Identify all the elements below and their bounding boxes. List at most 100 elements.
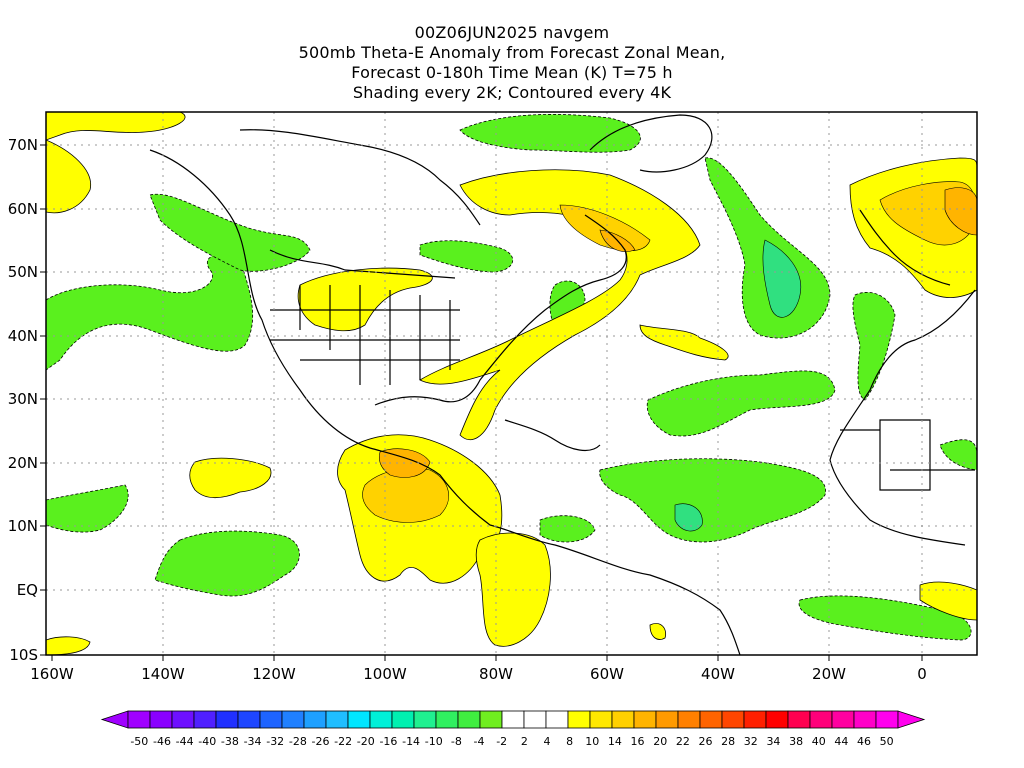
- anomaly-negative-region: [154, 530, 300, 597]
- colorbar-label: -10: [425, 735, 443, 748]
- x-axis-tick-label: 20W: [812, 665, 846, 683]
- colorbar-segment: [809, 710, 833, 729]
- coastline: [589, 114, 713, 173]
- colorbar-segment: [831, 710, 855, 729]
- colorbar-label: 46: [857, 735, 871, 748]
- anomaly-negative-region: [459, 114, 641, 153]
- colorbar-label: 34: [766, 735, 780, 748]
- anomaly-positive-region: [189, 457, 272, 499]
- coastline: [859, 209, 951, 286]
- colorbar-label: -46: [153, 735, 171, 748]
- colorbar-segment: [237, 710, 261, 729]
- anomaly-negative-region: [599, 458, 826, 543]
- anomaly-negative-region: [798, 595, 972, 641]
- anomaly-shading: [46, 112, 977, 655]
- y-axis-tick-label: 40N: [8, 327, 38, 345]
- colorbar-segment: [721, 710, 745, 729]
- x-axis-tick-label: 140W: [141, 665, 185, 683]
- colorbar-segment: [171, 710, 195, 729]
- colorbar-segment: [655, 710, 679, 729]
- colorbar-label: -50: [130, 735, 148, 748]
- colorbar-label: -38: [221, 735, 239, 748]
- x-axis-tick-label: 60W: [590, 665, 624, 683]
- colorbar-label: 26: [699, 735, 713, 748]
- plot-frame: [45, 111, 978, 656]
- colorbar-label: 14: [608, 735, 622, 748]
- colorbar-segment: [281, 710, 305, 729]
- x-axis-tick-label: 100W: [363, 665, 407, 683]
- anomaly-positive-region: [944, 187, 977, 236]
- y-axis-labels: 70N 60N 50N 40N 30N 20N 10N EQ 10S: [8, 136, 46, 664]
- colorbar-label: 50: [880, 735, 894, 748]
- coastline: [270, 285, 460, 385]
- colorbar-segment: [127, 710, 151, 729]
- anomaly-negative-region: [46, 484, 129, 533]
- colorbar-label: -22: [334, 735, 352, 748]
- colorbar-segment: [589, 710, 613, 729]
- colorbar-label: 32: [744, 735, 758, 748]
- coastline: [374, 214, 627, 406]
- colorbar-segment: [523, 710, 547, 729]
- colorbar-segment: [875, 710, 899, 729]
- colorbar-label: -40: [198, 735, 216, 748]
- y-axis-tick-label: 70N: [8, 136, 38, 154]
- anomaly-positive-region: [559, 204, 651, 252]
- colorbar-label: -26: [312, 735, 330, 748]
- colorbar-label: 2: [521, 735, 528, 748]
- colorbar-segment: [479, 710, 503, 729]
- colorbar-segment: [677, 710, 701, 729]
- anomaly-negative-region: [646, 370, 836, 437]
- colorbar-segment: [259, 710, 283, 729]
- colorbar-segment: [743, 710, 767, 729]
- y-axis-tick-label: 20N: [8, 454, 38, 472]
- grid-lines: [46, 112, 977, 655]
- x-axis-tick-label: 80W: [479, 665, 513, 683]
- anomaly-negative-region: [149, 193, 311, 272]
- colorbar-segment: [347, 710, 371, 729]
- y-axis-tick-label: 50N: [8, 263, 38, 281]
- colorbar-label: 38: [789, 735, 803, 748]
- colorbar-segment: [457, 710, 481, 729]
- coastline: [840, 419, 975, 491]
- anomaly-positive-region: [475, 532, 551, 647]
- colorbar-segment: [699, 710, 723, 729]
- coastline: [149, 149, 741, 655]
- anomaly-positive-region: [46, 112, 186, 141]
- colorbar-segment: [435, 710, 459, 729]
- colorbar-label: 8: [566, 735, 573, 748]
- colorbar-label: -32: [266, 735, 284, 748]
- x-axis-tick-label: 160W: [30, 665, 74, 683]
- colorbar-label: -14: [402, 735, 420, 748]
- colorbar-label: -8: [451, 735, 462, 748]
- coastline: [269, 249, 456, 279]
- colorbar-label: 10: [585, 735, 599, 748]
- coastlines: [149, 114, 976, 655]
- y-axis-tick-label: 10S: [9, 646, 38, 664]
- colorbar-label: -44: [176, 735, 194, 748]
- colorbar-segment: [303, 710, 327, 729]
- x-axis-tick-label: 40W: [701, 665, 735, 683]
- colorbar-segment: [391, 710, 415, 729]
- anomaly-positive-region: [649, 623, 667, 640]
- colorbar-label: 40: [812, 735, 826, 748]
- colorbar-right-arrow: [897, 710, 926, 729]
- x-axis-tick-label: 0: [917, 665, 927, 683]
- chart-title-line-1: 00Z06JUN2025 navgem: [414, 23, 610, 42]
- colorbar-label: -34: [244, 735, 262, 748]
- colorbar-label: 4: [543, 735, 550, 748]
- colorbar-label: 22: [676, 735, 690, 748]
- chart-title-line-2: 500mb Theta-E Anomaly from Forecast Zona…: [298, 43, 726, 62]
- colorbar-segment: [633, 710, 657, 729]
- colorbar-segment: [545, 710, 569, 729]
- coastline: [829, 289, 976, 546]
- colorbar-label: -20: [357, 735, 375, 748]
- colorbar-label: 28: [721, 735, 735, 748]
- anomaly-negative-region: [674, 503, 703, 532]
- anomaly-negative-region: [762, 239, 802, 318]
- colorbar-segment: [325, 710, 349, 729]
- colorbar-segment: [413, 710, 437, 729]
- coastline: [239, 129, 481, 226]
- colorbar-segment: [611, 710, 635, 729]
- colorbar-label: 44: [834, 735, 848, 748]
